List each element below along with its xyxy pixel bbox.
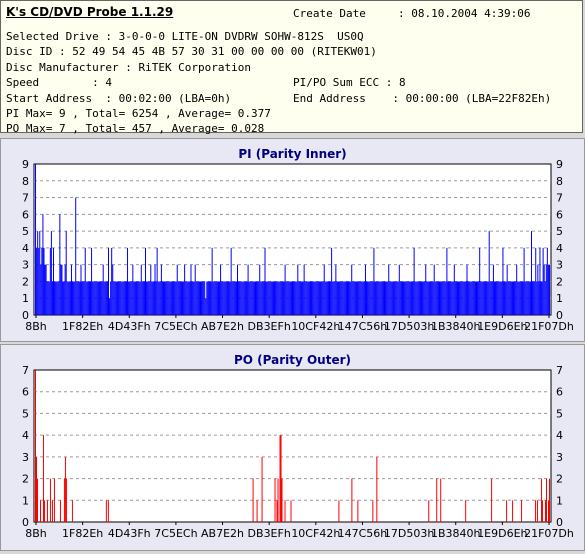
po-xtick-label: 1B3840h <box>431 527 481 540</box>
info-panel: K's CD/DVD Probe 1.1.29 Create Date : 08… <box>0 0 583 135</box>
po-ytick-right: 7 <box>556 364 563 377</box>
create-date-value: : 08.10.2004 4:39:06 <box>398 7 531 20</box>
pi-ytick-right: 1 <box>556 292 563 305</box>
speed: Speed : 4 <box>6 76 112 89</box>
pipo-sum-ecc: PI/PO Sum ECC : 8 <box>293 76 406 89</box>
pi-xtick-label: 1E9D6Eh <box>477 320 527 333</box>
pi-ytick-right: 2 <box>556 275 563 288</box>
po-ytick-right: 1 <box>556 494 563 507</box>
pi-ytick-right: 5 <box>556 225 563 238</box>
po-ytick-left: 3 <box>22 451 29 464</box>
pi-xtick-label: 147C56h <box>338 320 388 333</box>
pi-ytick-left: 0 <box>22 309 29 322</box>
pi-ytick-left: 5 <box>22 225 29 238</box>
pi-ytick-left: 3 <box>22 259 29 272</box>
po-ytick-right: 6 <box>556 386 563 399</box>
pi-xtick-label: 17D503h <box>384 320 434 333</box>
po-xtick-label: 8Bh <box>25 527 47 540</box>
po-xtick-label: 17D503h <box>384 527 434 540</box>
end-address: End Address : 00:00:00 (LBA=22F82Eh) <box>293 92 552 105</box>
pi-ytick-right: 6 <box>556 208 563 221</box>
app-title: K's CD/DVD Probe 1.1.29 <box>6 5 174 19</box>
pi-ytick-right: 9 <box>556 158 563 171</box>
po-xtick-label: 1E9D6Eh <box>477 527 527 540</box>
pi-chart: PI (Parity Inner) 0 0 1 1 2 2 3 3 4 4 5 5 6 6 7 7 8 8 9 9 8Bh… <box>22 147 574 333</box>
po-xtick-label: AB7E2h <box>201 527 244 540</box>
pi-ytick-left: 6 <box>22 208 29 221</box>
po-ytick-left: 4 <box>22 429 29 442</box>
pi-ytick-right: 4 <box>556 242 563 255</box>
po-xtick-label: DB3EFh <box>248 527 291 540</box>
po-stats: PO Max= 7 , Total= 457 , Average= 0.028 <box>6 122 265 135</box>
pi-xtick-label: 1F82Eh <box>62 320 103 333</box>
pi-xtick-label: 10CF42h <box>291 320 340 333</box>
disc-manufacturer: Disc Manufacturer : RiTEK Corporation <box>6 61 252 74</box>
po-ytick-right: 4 <box>556 429 563 442</box>
po-ytick-left: 0 <box>22 516 29 529</box>
pi-xtick-label: 21F07Dh <box>524 320 574 333</box>
pi-ytick-left: 4 <box>22 242 29 255</box>
pi-xtick-label: 8Bh <box>25 320 47 333</box>
pi-chart-title: PI (Parity Inner) <box>238 147 346 161</box>
pi-ytick-left: 2 <box>22 275 29 288</box>
po-xtick-label: 4D43Fh <box>108 527 151 540</box>
po-chart-panel: PO (Parity Outer) 0 0 1 1 2 2 3 3 4 4 5 5 6 6 7 7 8Bh 1F82… <box>0 344 585 551</box>
pi-ytick-right: 8 <box>556 175 563 188</box>
pi-ytick-right: 3 <box>556 259 563 272</box>
pi-ytick-left: 8 <box>22 175 29 188</box>
po-xtick-label: 147C56h <box>338 527 388 540</box>
pi-ytick-left: 9 <box>22 158 29 171</box>
po-ytick-left: 2 <box>22 473 29 486</box>
pi-stats: PI Max= 9 , Total= 6254 , Average= 0.377 <box>6 107 271 120</box>
po-ytick-left: 1 <box>22 494 29 507</box>
start-address: Start Address : 00:02:00 (LBA=0h) <box>6 92 232 105</box>
pi-xtick-label: 1B3840h <box>431 320 481 333</box>
pi-xtick-label: AB7E2h <box>201 320 244 333</box>
pi-ytick-left: 1 <box>22 292 29 305</box>
po-ytick-right: 2 <box>556 473 563 486</box>
pi-ytick-right: 7 <box>556 192 563 205</box>
po-xtick-label: 21F07Dh <box>524 527 574 540</box>
po-ytick-right: 0 <box>556 516 563 529</box>
po-xtick-label: 1F82Eh <box>62 527 103 540</box>
create-date-label: Create Date <box>293 7 366 20</box>
po-chart: PO (Parity Outer) 0 0 1 1 2 2 3 3 4 4 5 5 6 6 7 7 8Bh 1F82… <box>22 353 574 540</box>
po-ytick-left: 5 <box>22 407 29 420</box>
po-xtick-label: 7C5ECh <box>154 527 197 540</box>
pi-ytick-left: 7 <box>22 192 29 205</box>
po-plot-area <box>33 369 552 523</box>
po-ytick-right: 3 <box>556 451 563 464</box>
po-xtick-label: 10CF42h <box>291 527 340 540</box>
po-ytick-left: 6 <box>22 386 29 399</box>
pi-ytick-right: 0 <box>556 309 563 322</box>
pi-chart-panel: PI (Parity Inner) 0 0 1 1 2 2 3 3 4 4 5 5 6 6 7 7 8 8 9 9 8Bh… <box>0 138 585 342</box>
po-ytick-right: 5 <box>556 407 563 420</box>
disc-id: Disc ID : 52 49 54 45 4B 57 30 31 00 00 … <box>6 45 377 58</box>
po-ytick-left: 7 <box>22 364 29 377</box>
pi-xtick-label: 7C5ECh <box>154 320 197 333</box>
po-chart-title: PO (Parity Outer) <box>234 353 351 367</box>
pi-xtick-label: 4D43Fh <box>108 320 151 333</box>
selected-drive: Selected Drive : 3-0-0-0 LITE-ON DVDRW S… <box>6 30 364 43</box>
pi-xtick-label: DB3EFh <box>248 320 291 333</box>
